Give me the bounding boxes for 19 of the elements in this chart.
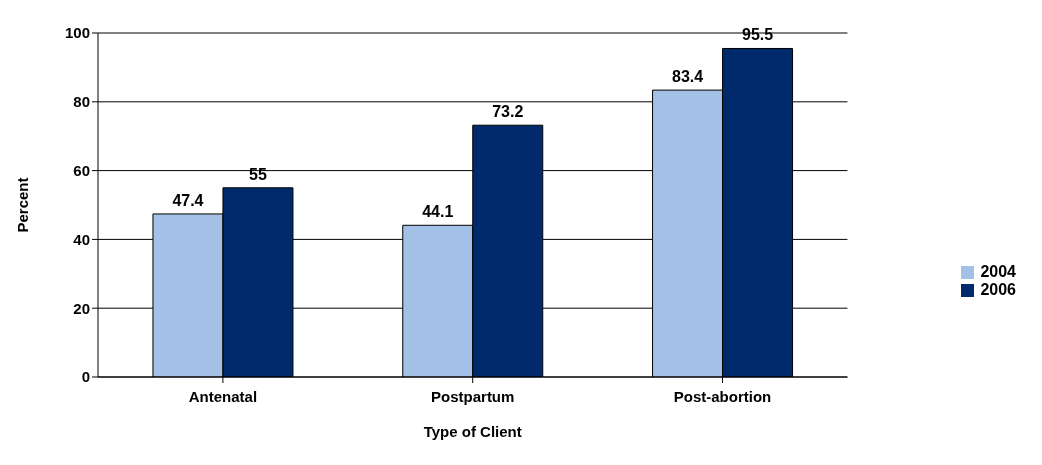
y-tick-label: 80 bbox=[73, 93, 90, 111]
data-label: 83.4 bbox=[671, 68, 704, 86]
x-tick-label: Post-abortion bbox=[673, 387, 772, 405]
x-tick-label: Postpartum bbox=[431, 387, 515, 405]
data-label: 95.5 bbox=[741, 26, 774, 44]
y-tick-label: 40 bbox=[73, 230, 90, 248]
x-axis-title: Type of Client bbox=[423, 423, 522, 440]
y-tick-label: 20 bbox=[73, 299, 90, 317]
data-label: 55 bbox=[249, 165, 267, 183]
data-label: 73.2 bbox=[492, 103, 524, 121]
legend-label: 2006 bbox=[980, 281, 1016, 298]
data-label: 47.4 bbox=[172, 191, 204, 209]
x-tick-label: Antenatal bbox=[188, 387, 258, 405]
y-tick-label: 0 bbox=[81, 368, 90, 386]
y-tick-label: 100 bbox=[64, 24, 90, 42]
legend-label: 2004 bbox=[980, 263, 1016, 280]
y-tick-label: 60 bbox=[73, 161, 90, 179]
data-label: 44.1 bbox=[422, 203, 454, 221]
y-axis-title: Percent bbox=[14, 177, 32, 233]
